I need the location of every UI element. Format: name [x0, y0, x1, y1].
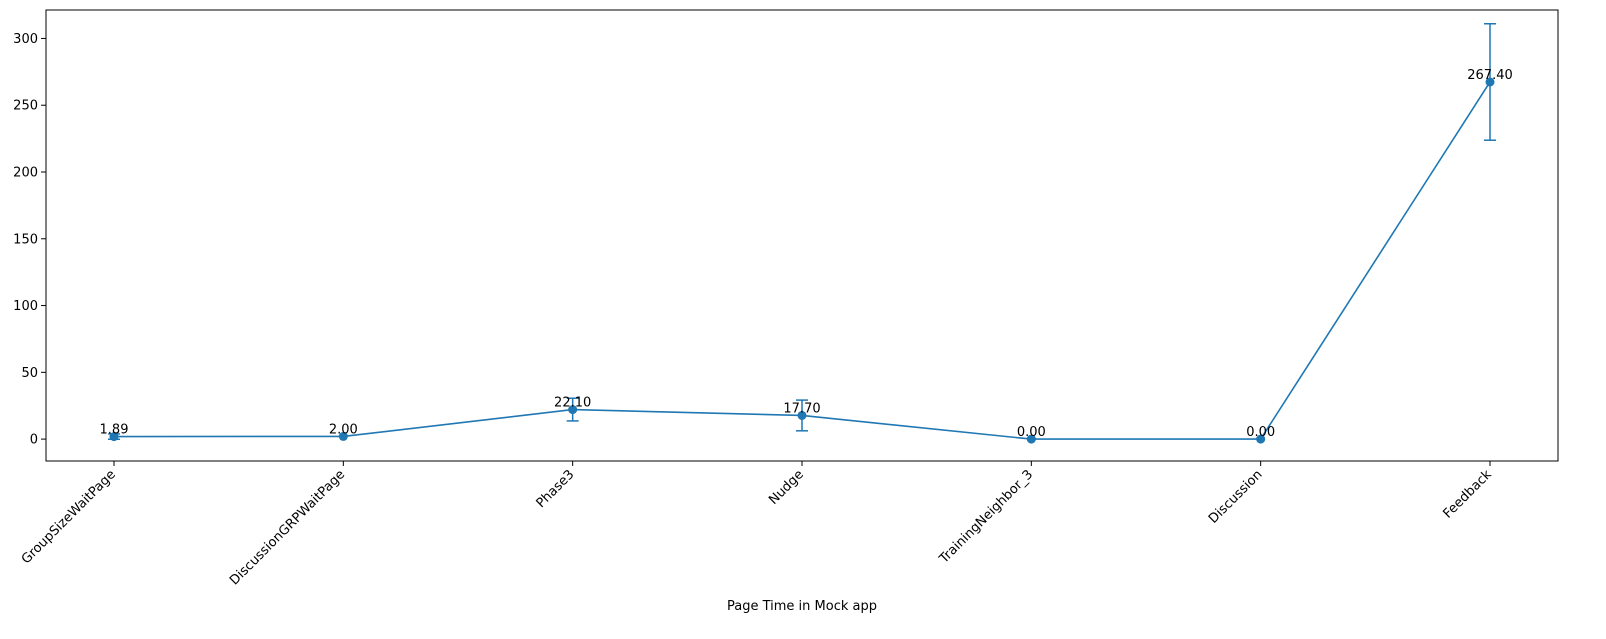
y-tick-label: 150 [13, 232, 38, 247]
x-tick-label: GroupSizeWaitPage [19, 467, 119, 567]
x-tick-label: Feedback [1440, 467, 1495, 522]
y-tick-label: 300 [13, 32, 38, 47]
data-point [1485, 77, 1495, 87]
axes-layer: 0 50 100 150 200 250 300 GroupSizeWaitPage Discu… [13, 32, 1495, 588]
x-tick-label: Phase3 [534, 467, 578, 511]
data-label: 17.70 [783, 401, 820, 416]
y-tick-label: 100 [13, 299, 38, 314]
data-point [338, 431, 348, 441]
y-tick-label: 200 [13, 165, 38, 180]
y-tick-label: 250 [13, 99, 38, 114]
data-label: 2.00 [329, 422, 358, 437]
data-point [109, 432, 119, 442]
x-tick-label: DiscussionGRPWaitPage [227, 467, 348, 588]
data-point [797, 410, 807, 420]
x-axis-label: Page Time in Mock app [727, 599, 877, 614]
data-point [568, 405, 578, 415]
data-label: 1.89 [100, 423, 129, 438]
series-line [113, 81, 1491, 440]
y-tick-label: 50 [21, 366, 38, 381]
series-layer: 1.89 2.00 22.10 17.70 0.00 0.00 267.40 [100, 23, 1513, 444]
data-label: 0.00 [1246, 425, 1275, 440]
data-label: 267.40 [1467, 68, 1513, 83]
plot-frame [45, 9, 1559, 462]
data-label: 22.10 [554, 396, 591, 411]
y-tick-label: 0 [30, 433, 38, 448]
data-label: 0.00 [1017, 425, 1046, 440]
x-tick-label: TrainingNeighbor_3 [936, 467, 1036, 567]
data-point [1026, 434, 1036, 444]
x-tick-label: Discussion [1206, 467, 1265, 526]
x-tick-label: Nudge [766, 467, 807, 508]
data-point [1256, 434, 1266, 444]
